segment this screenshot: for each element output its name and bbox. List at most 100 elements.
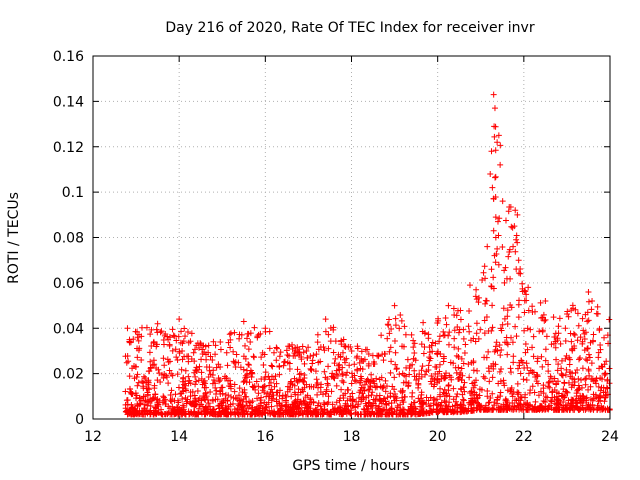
data-point [510,243,517,250]
data-point [288,393,295,400]
data-point [529,309,536,316]
data-point [579,402,586,409]
data-point [369,389,376,396]
data-point [537,388,544,395]
data-point [393,407,400,414]
data-point [198,356,205,363]
data-point [483,313,490,320]
data-point [562,337,569,344]
data-point [300,378,307,385]
data-point [566,361,573,368]
data-point [357,387,364,394]
data-point [160,393,167,400]
data-point [268,403,275,410]
data-point [220,399,227,406]
data-point [257,397,264,404]
data-point [251,324,258,331]
data-point [580,393,587,400]
data-point [179,409,186,416]
data-point [138,397,145,404]
data-point [206,410,213,417]
data-point [162,330,169,337]
data-point [205,373,212,380]
data-point [542,316,549,323]
data-point [461,350,468,357]
data-point [522,349,529,356]
data-point [574,337,581,344]
data-point [174,371,181,378]
data-point [329,401,336,408]
data-point [557,398,564,405]
data-point [284,383,291,390]
data-point [259,349,266,356]
data-point [296,371,303,378]
data-point [517,270,524,277]
data-point [601,394,608,401]
data-point [595,395,602,402]
data-point [245,361,252,368]
data-point [392,315,399,322]
data-point [153,326,160,333]
data-point [576,356,583,363]
data-point [375,353,382,360]
data-point [496,215,503,222]
data-point [507,275,514,282]
data-point [459,405,466,412]
data-point [471,382,478,389]
data-point [386,316,393,323]
data-point [166,367,173,374]
data-point [582,356,589,363]
data-point [144,391,151,398]
data-point [549,378,556,385]
data-point [196,395,203,402]
data-point [426,403,433,410]
data-point [134,334,141,341]
data-point [567,330,574,337]
data-point [497,352,504,359]
data-point [176,316,183,323]
data-point [258,376,265,383]
data-point [190,349,197,356]
data-point [215,361,222,368]
data-point [484,393,491,400]
data-point [187,380,194,387]
data-point [520,376,527,383]
data-point [333,399,340,406]
data-point [490,91,497,98]
data-point [466,282,473,289]
data-point [545,379,552,386]
data-point [429,375,436,382]
data-point [441,375,448,382]
data-point [391,374,398,381]
data-point [245,405,252,412]
data-point [339,364,346,371]
data-point [175,399,182,406]
data-point [589,297,596,304]
data-point [185,373,192,380]
data-point [363,377,370,384]
data-point [426,409,433,416]
data-point [581,330,588,337]
data-point [327,338,334,345]
data-point [383,383,390,390]
data-point [379,351,386,358]
y-tick-label: 0 [75,412,84,428]
data-point [433,396,440,403]
data-point [542,346,549,353]
data-point [470,367,477,374]
data-point [571,376,578,383]
data-point [480,269,487,276]
data-point [501,279,508,286]
data-point [603,358,610,365]
data-point [143,324,150,331]
data-point [257,402,264,409]
data-point [185,358,192,365]
data-point [157,378,164,385]
data-point [367,383,374,390]
data-point [264,390,271,397]
data-point [172,391,179,398]
data-point [553,356,560,363]
x-tick-label: 14 [170,429,188,445]
data-point [274,345,281,352]
data-point [304,401,311,408]
